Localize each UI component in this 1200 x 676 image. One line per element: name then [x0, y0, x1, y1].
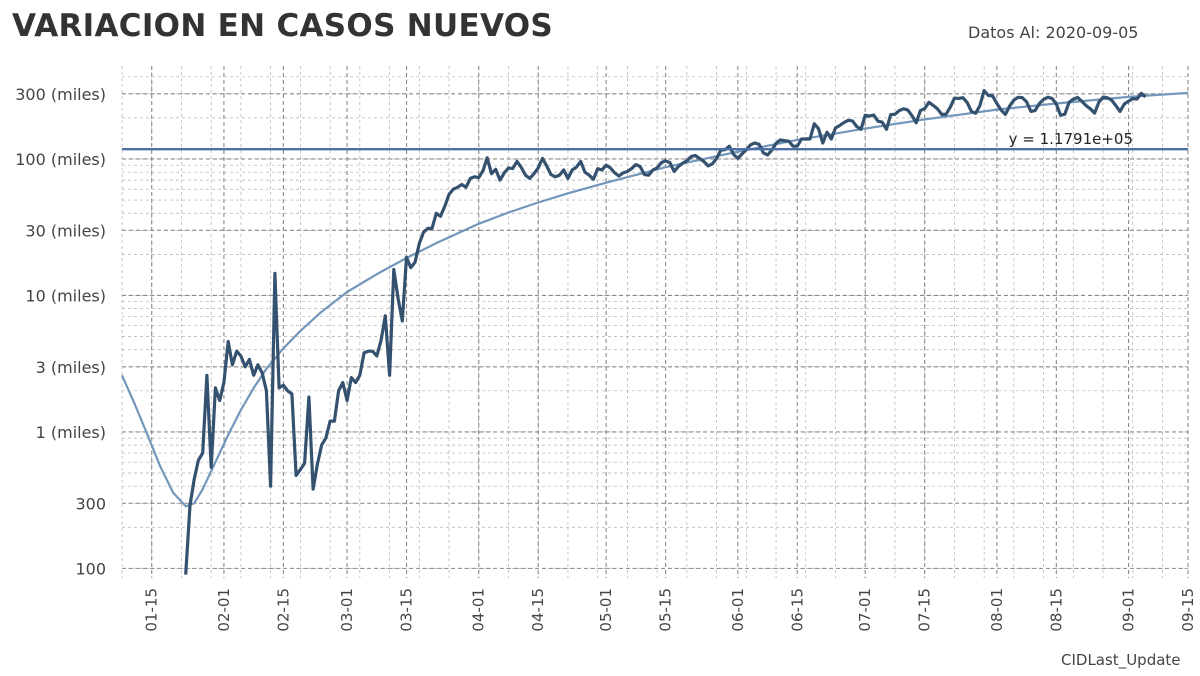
y-tick-label: 1 (miles): [36, 423, 106, 442]
x-tick-label: 03-01: [338, 588, 356, 632]
x-tick-label: 03-15: [398, 588, 416, 632]
y-tick-label: 3 (miles): [36, 358, 106, 377]
reference-line: y = 1.1791e+05: [122, 130, 1188, 151]
x-tick-label: 06-01: [729, 588, 747, 632]
data-date-note: Datos Al: 2020-09-05: [968, 23, 1139, 42]
x-tick-label: 02-15: [274, 588, 292, 632]
x-tick-label: 09-15: [1179, 588, 1197, 632]
series-lines: [120, 89, 1189, 575]
x-axis-ticks: 01-15 02-01 02-15 03-01 03-15 04-01 04-15 05-01…: [143, 588, 1197, 632]
y-axis-ticks: 100 300 1 (miles) 3 (miles) 10 (miles) 30 (mi…: [15, 85, 106, 579]
y-tick-label: 100: [75, 559, 106, 578]
x-tick-label: 08-01: [988, 588, 1006, 632]
y-tick-label: 100 (miles): [15, 150, 106, 169]
x-tick-label: 08-15: [1047, 588, 1065, 632]
daily-cases-line: [184, 89, 1147, 575]
x-tick-label: 04-15: [529, 588, 547, 632]
footer-label: CIDLast_Update: [1061, 651, 1181, 669]
y-tick-label: 10 (miles): [25, 286, 106, 305]
x-tick-label: 05-01: [597, 588, 615, 632]
y-tick-label: 300: [75, 494, 106, 513]
x-tick-label: 04-01: [470, 588, 488, 632]
x-tick-label: 02-01: [215, 588, 233, 632]
x-tick-label: 07-15: [916, 588, 934, 632]
gridlines: [121, 66, 1189, 578]
x-tick-label: 05-15: [657, 588, 675, 632]
trend-line: [120, 91, 1189, 508]
x-tick-label: 01-15: [143, 588, 161, 632]
x-tick-label: 06-15: [788, 588, 806, 632]
chart-title: VARIACION EN CASOS NUEVOS: [12, 8, 554, 44]
x-tick-label: 07-01: [856, 588, 874, 632]
x-tick-label: 09-01: [1120, 588, 1138, 632]
y-tick-label: 300 (miles): [15, 85, 106, 104]
y-tick-label: 30 (miles): [25, 221, 106, 240]
reference-line-label: y = 1.1791e+05: [1009, 130, 1133, 148]
